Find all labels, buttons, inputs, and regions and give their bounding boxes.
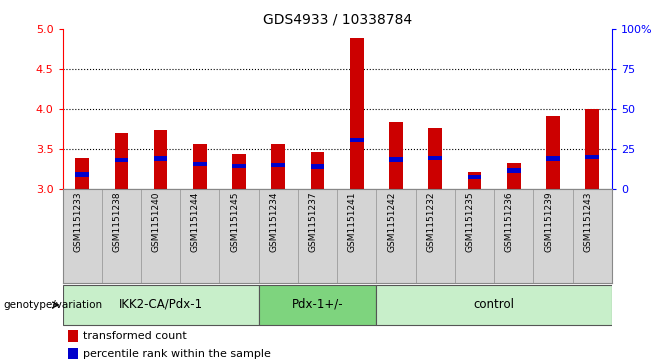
- Bar: [376, 189, 416, 283]
- Text: GSM1151240: GSM1151240: [151, 192, 161, 252]
- Bar: [114, 158, 128, 162]
- Text: control: control: [474, 298, 515, 311]
- Text: IKK2-CA/Pdx-1: IKK2-CA/Pdx-1: [118, 298, 203, 311]
- Bar: [114, 133, 128, 189]
- Bar: [75, 158, 89, 189]
- Bar: [75, 172, 89, 177]
- Text: GSM1151242: GSM1151242: [387, 192, 396, 252]
- Bar: [193, 144, 207, 189]
- Bar: [193, 162, 207, 166]
- Bar: [468, 175, 482, 179]
- Bar: [154, 156, 168, 161]
- Text: GSM1151237: GSM1151237: [309, 192, 318, 252]
- Text: GSM1151238: GSM1151238: [113, 192, 121, 252]
- Text: transformed count: transformed count: [83, 331, 187, 341]
- Bar: [586, 155, 599, 159]
- Text: GSM1151236: GSM1151236: [505, 192, 514, 252]
- Bar: [586, 109, 599, 189]
- Bar: [546, 156, 560, 161]
- Bar: [468, 172, 482, 189]
- Bar: [180, 189, 220, 283]
- Bar: [337, 189, 376, 283]
- Title: GDS4933 / 10338784: GDS4933 / 10338784: [263, 12, 412, 26]
- Text: GSM1151234: GSM1151234: [269, 192, 278, 252]
- Bar: [259, 285, 376, 325]
- Text: Pdx-1+/-: Pdx-1+/-: [291, 298, 343, 311]
- Bar: [63, 189, 102, 283]
- Bar: [572, 189, 612, 283]
- Text: GSM1151233: GSM1151233: [73, 192, 82, 252]
- Bar: [455, 189, 494, 283]
- Bar: [63, 285, 259, 325]
- Bar: [390, 122, 403, 189]
- Bar: [534, 189, 572, 283]
- Text: GSM1151232: GSM1151232: [426, 192, 436, 252]
- Bar: [416, 189, 455, 283]
- Bar: [350, 138, 364, 142]
- Bar: [311, 164, 324, 169]
- Bar: [428, 128, 442, 189]
- Bar: [68, 330, 78, 342]
- Text: GSM1151245: GSM1151245: [230, 192, 239, 252]
- Bar: [494, 189, 534, 283]
- Bar: [350, 38, 364, 189]
- Text: GSM1151244: GSM1151244: [191, 192, 200, 252]
- Bar: [546, 116, 560, 189]
- Text: GSM1151243: GSM1151243: [584, 192, 592, 252]
- Bar: [154, 130, 168, 189]
- Bar: [428, 156, 442, 160]
- Text: percentile rank within the sample: percentile rank within the sample: [83, 348, 271, 359]
- Bar: [311, 152, 324, 189]
- Text: GSM1151239: GSM1151239: [544, 192, 553, 252]
- Bar: [272, 163, 285, 167]
- Bar: [232, 154, 246, 189]
- Bar: [232, 164, 246, 168]
- Bar: [376, 285, 612, 325]
- Text: GSM1151241: GSM1151241: [348, 192, 357, 252]
- Bar: [68, 348, 78, 359]
- Bar: [141, 189, 180, 283]
- Bar: [507, 168, 520, 173]
- Bar: [272, 144, 285, 189]
- Bar: [298, 189, 338, 283]
- Bar: [507, 163, 520, 189]
- Bar: [220, 189, 259, 283]
- Bar: [259, 189, 298, 283]
- Bar: [102, 189, 141, 283]
- Text: genotype/variation: genotype/variation: [3, 300, 103, 310]
- Text: GSM1151235: GSM1151235: [466, 192, 474, 252]
- Bar: [390, 157, 403, 162]
